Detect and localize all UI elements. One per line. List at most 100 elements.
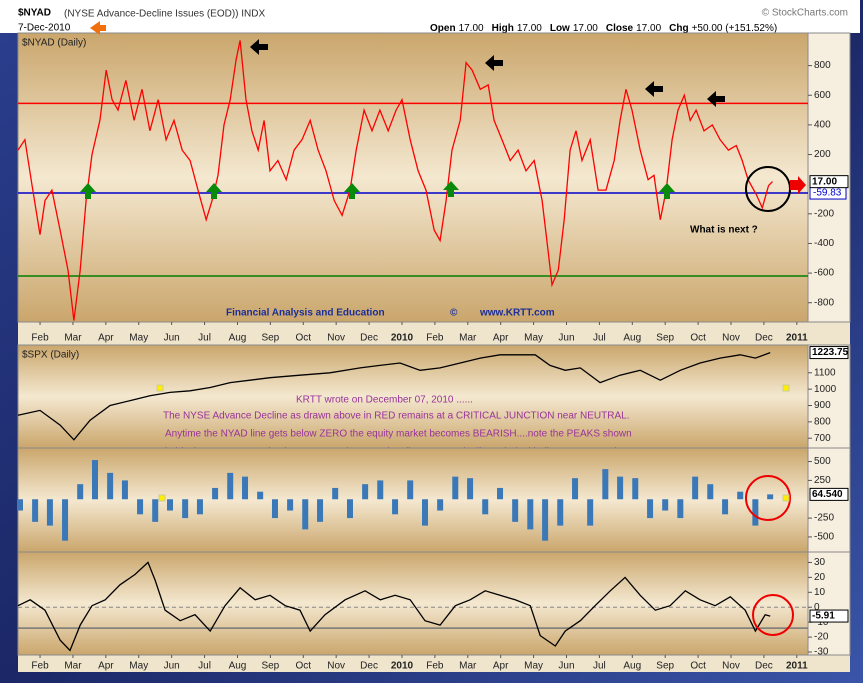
axis-background <box>807 551 851 656</box>
y-tick-label: 200 <box>814 149 831 160</box>
bar <box>152 499 159 522</box>
x-tick-label: Dec <box>360 661 378 672</box>
last-value-label: 1223.75 <box>812 347 849 358</box>
annotation: Anytime the NYAD line gets below ZERO th… <box>165 429 632 440</box>
x-tick-label: Apr <box>98 661 114 672</box>
y-tick-label: -600 <box>814 268 834 279</box>
x-tick-label: Aug <box>229 333 247 344</box>
x-tick-label: Dec <box>755 333 773 344</box>
bar <box>362 484 369 500</box>
bar <box>32 499 39 522</box>
bar <box>332 487 339 500</box>
y-tick-label: -400 <box>814 238 834 249</box>
markers <box>156 384 790 502</box>
decorations <box>80 21 806 636</box>
annotation: The NYSE Advance Decline as drawn above … <box>163 411 629 422</box>
bar <box>572 478 579 500</box>
quote-value: +50.00 (+151.52%) <box>692 23 778 34</box>
green-arrows <box>80 181 675 199</box>
x-tick-label: Mar <box>64 661 82 672</box>
x-tick-label: Sep <box>656 661 674 672</box>
y-tick-label: 30 <box>814 557 826 568</box>
y-tick-label: 1000 <box>814 384 837 395</box>
bar <box>407 480 414 500</box>
symbol: $NYAD <box>18 8 51 19</box>
x-tick-label: Nov <box>722 661 740 672</box>
x-tick-label: Aug <box>623 333 641 344</box>
y-tick-label: -200 <box>814 208 834 219</box>
last-value-box <box>809 175 849 189</box>
bar <box>497 487 504 500</box>
bar <box>196 499 203 515</box>
bar <box>107 472 114 500</box>
bar <box>317 499 324 522</box>
x-tick-label: 2010 <box>391 661 414 672</box>
last-value-box <box>809 487 849 501</box>
x-tick-label: Feb <box>31 661 49 672</box>
bar <box>242 476 249 500</box>
x-tick-label: Oct <box>295 333 311 344</box>
bar <box>46 499 53 526</box>
x-tick-label: May <box>524 661 543 672</box>
y-tick-label: 10 <box>814 587 826 598</box>
quote: Open 17.00 High 17.00 Low 17.00 Close 17.00 Chg +… <box>430 23 777 34</box>
x-tick-label: Nov <box>722 333 740 344</box>
x-tick-label: Oct <box>690 333 706 344</box>
panel-background <box>17 32 809 323</box>
y-tick-label: 900 <box>814 400 831 411</box>
bar <box>632 478 639 500</box>
black-arrows <box>250 39 725 107</box>
bar <box>377 480 384 500</box>
bar <box>587 499 594 526</box>
x-tick-label: Dec <box>755 661 773 672</box>
bar <box>512 499 519 522</box>
bar <box>542 499 549 541</box>
x-tick-label: Jul <box>593 661 606 672</box>
highlight-circle <box>752 594 794 636</box>
x-tick-label: Jun <box>558 333 574 344</box>
bar <box>752 499 759 526</box>
annotation: www.KRTT.com <box>479 308 555 319</box>
bar <box>767 494 774 500</box>
bar <box>182 499 189 519</box>
x-tick-label: Apr <box>493 661 509 672</box>
y-tick-label: -30 <box>814 647 829 658</box>
description: (NYSE Advance-Decline Issues (EOD)) INDX <box>64 9 266 20</box>
x-tick-label: Nov <box>327 661 345 672</box>
x-tick-label: Mar <box>459 661 477 672</box>
bar <box>707 484 714 500</box>
bar <box>677 499 684 519</box>
panel-background <box>17 447 809 553</box>
data-line <box>17 40 773 321</box>
last-value-label: 64.540 <box>812 489 843 500</box>
quote-value: 17.00 <box>636 23 661 34</box>
x-tick-label: Aug <box>229 661 247 672</box>
annotation: What is next ? <box>690 225 758 236</box>
data-line <box>17 351 771 441</box>
quote-label: Low <box>550 23 570 34</box>
last-value-label: -5.91 <box>812 611 835 622</box>
reference-label: -59.83 <box>813 188 842 199</box>
panel-title: $NYAD (Daily) <box>22 38 86 49</box>
quote-label: Chg <box>669 23 688 34</box>
y-tick-label: -20 <box>814 632 829 643</box>
y-tick-label: 20 <box>814 572 826 583</box>
x-tick-label: May <box>129 661 148 672</box>
x-tick-label: Sep <box>656 333 674 344</box>
y-tick-label: -500 <box>814 532 834 543</box>
bar <box>287 499 294 511</box>
last-value-box <box>809 609 849 623</box>
y-tick-label: 700 <box>814 433 831 444</box>
x-tick-label: May <box>524 333 543 344</box>
quote-value: 17.00 <box>573 23 598 34</box>
x-tick-label: Mar <box>459 333 477 344</box>
quote-value: 17.00 <box>517 23 542 34</box>
bar <box>137 499 144 515</box>
quote-label: Open <box>430 23 456 34</box>
bar <box>392 499 399 515</box>
copyright: © StockCharts.com <box>762 8 848 19</box>
x-tick-label: Mar <box>64 333 82 344</box>
header-background <box>0 0 860 33</box>
last-value-label: 17.00 <box>812 176 837 187</box>
